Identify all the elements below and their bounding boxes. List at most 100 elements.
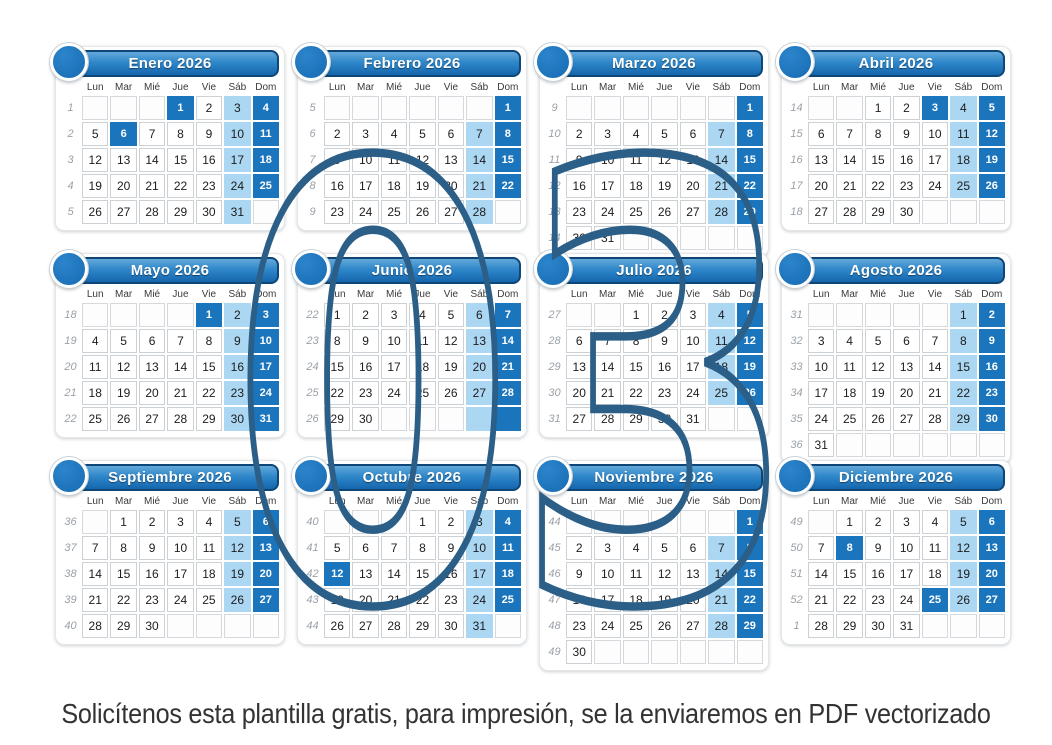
day-cell <box>651 96 678 120</box>
day-cell: 5 <box>110 329 137 353</box>
day-cell <box>466 96 493 120</box>
day-cell: 13 <box>893 355 920 379</box>
week-row: 33 10 11 12 13 14 15 16 <box>787 355 1005 379</box>
day-cell: 27 <box>808 200 835 224</box>
day-cell: 21 <box>808 588 835 612</box>
day-cell: 9 <box>651 329 678 353</box>
day-cell: 12 <box>978 122 1005 146</box>
week-number: 30 <box>548 387 561 399</box>
weekday-label: Dom <box>981 82 1003 93</box>
day-cell: 15 <box>494 148 521 172</box>
day-cell: 5 <box>978 96 1005 120</box>
day-cell: 14 <box>921 355 949 379</box>
week-number: 22 <box>64 413 77 425</box>
day-cell: 21 <box>380 588 408 612</box>
month-header: Diciembre 2026 <box>776 457 1005 495</box>
day-cell: 17 <box>594 588 621 612</box>
weekday-label: Jue <box>656 496 673 507</box>
day-cell: 23 <box>651 381 678 405</box>
week-row: 34 17 18 19 20 21 22 23 <box>787 381 1005 405</box>
day-cell: 3 <box>167 510 194 534</box>
week-number-spacer <box>303 495 322 508</box>
week-number: 9 <box>551 102 558 114</box>
day-cell: 18 <box>195 562 223 586</box>
weekday-label: Mié <box>144 82 161 93</box>
day-cell: 24 <box>594 614 621 638</box>
month-circle-icon <box>534 43 572 81</box>
weekday-label: Lun <box>812 289 830 300</box>
day-cell: 2 <box>978 303 1005 327</box>
day-cell: 11 <box>494 536 521 560</box>
day-cell: 10 <box>679 329 707 353</box>
day-cell: 1 <box>950 303 977 327</box>
day-cell: 1 <box>836 510 863 534</box>
weekday-label: Jue <box>656 82 673 93</box>
day-cell: 26 <box>651 200 678 224</box>
week-row: 45 2 3 4 5 6 7 8 <box>545 536 763 560</box>
week-row: 9 23 24 25 26 27 28 <box>303 200 521 224</box>
month-header: Mayo 2026 <box>50 250 279 288</box>
day-cell: 5 <box>736 303 763 327</box>
day-cell: 1 <box>736 510 763 534</box>
week-row: 13 23 24 25 26 27 28 29 <box>545 200 763 224</box>
week-number: 13 <box>548 206 561 218</box>
day-cell: 13 <box>437 148 465 172</box>
day-cell <box>622 96 650 120</box>
week-number-spacer <box>787 81 806 94</box>
month-card-abril-2026: Abril 2026 Lun Mar Mié Jue Vie Sáb Dom 14 1 2 3 4 5 15… <box>776 43 1011 231</box>
month-title: Septiembre 2026 <box>108 469 232 486</box>
day-cell <box>736 407 763 431</box>
day-cell: 15 <box>110 562 137 586</box>
weekday-header-row: Lun Mar Mié Jue Vie Sáb Dom <box>545 81 763 94</box>
day-cell: 15 <box>736 562 763 586</box>
day-cell: 22 <box>195 381 223 405</box>
day-cell: 18 <box>708 355 735 379</box>
month-header: Septiembre 2026 <box>50 457 279 495</box>
week-number: 1 <box>793 620 800 632</box>
day-cell: 2 <box>352 303 379 327</box>
day-cell: 30 <box>651 407 678 431</box>
day-cell: 14 <box>466 148 493 172</box>
weekday-label: Lun <box>328 82 346 93</box>
day-cell: 25 <box>921 588 949 612</box>
day-cell: 1 <box>864 96 892 120</box>
week-row: 40 1 2 3 4 <box>303 510 521 534</box>
weekday-label: Dom <box>255 289 277 300</box>
month-header: Agosto 2026 <box>776 250 1005 288</box>
day-cell: 17 <box>893 562 920 586</box>
day-cell: 15 <box>167 148 194 172</box>
weekday-label: Dom <box>497 496 519 507</box>
day-cell: 2 <box>138 510 166 534</box>
week-number: 36 <box>64 516 77 528</box>
day-cell: 19 <box>437 355 465 379</box>
day-cell: 28 <box>708 200 735 224</box>
day-cell: 25 <box>622 614 650 638</box>
day-cell: 3 <box>224 96 251 120</box>
weekday-label: Lun <box>812 496 830 507</box>
day-cell <box>921 200 949 224</box>
day-cell: 22 <box>622 381 650 405</box>
month-circle-icon <box>50 457 88 495</box>
day-cell: 21 <box>836 174 863 198</box>
day-cell: 20 <box>110 174 137 198</box>
week-row: 18 27 28 29 30 <box>787 200 1005 224</box>
week-number: 23 <box>306 335 319 347</box>
day-cell: 10 <box>808 355 835 379</box>
day-cell: 3 <box>808 329 835 353</box>
week-row: 26 29 30 <box>303 407 521 431</box>
day-cell <box>380 510 408 534</box>
day-cell: 12 <box>864 355 892 379</box>
month-title: Junio 2026 <box>371 262 453 279</box>
weekday-label: Dom <box>497 82 519 93</box>
weekday-label: Mié <box>386 496 403 507</box>
day-cell <box>110 303 137 327</box>
day-cell: 17 <box>224 148 251 172</box>
week-number: 5 <box>309 102 316 114</box>
weekday-header-row: Lun Mar Mié Jue Vie Sáb Dom <box>61 495 279 508</box>
day-cell: 21 <box>82 588 109 612</box>
day-cell: 10 <box>893 536 920 560</box>
day-cell: 2 <box>651 303 678 327</box>
weekday-label: Sáb <box>470 82 489 93</box>
month-header: Junio 2026 <box>292 250 521 288</box>
day-cell: 19 <box>409 174 436 198</box>
